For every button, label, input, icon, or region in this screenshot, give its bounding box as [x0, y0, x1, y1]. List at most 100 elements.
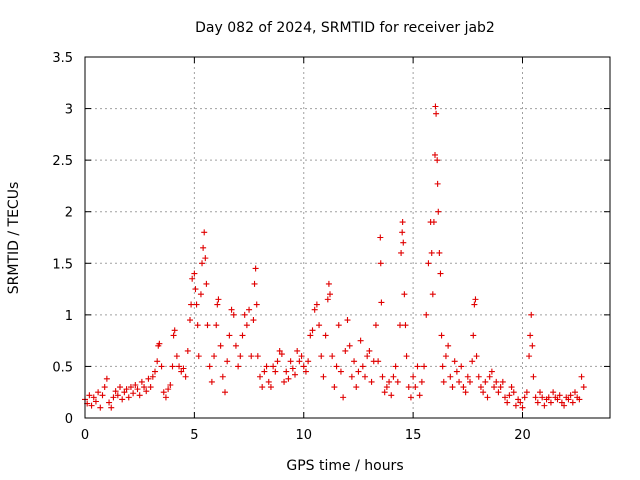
- data-point: [114, 392, 121, 399]
- data-point: [154, 358, 161, 365]
- data-point: [270, 363, 277, 370]
- data-point: [445, 342, 452, 349]
- tick-labels: 0 5 10 15 20 0 0.5 1 1.5 2 2.5 3 3.5: [52, 51, 530, 443]
- data-point: [335, 322, 342, 329]
- data-point: [287, 358, 294, 365]
- data-point: [401, 291, 408, 298]
- data-point: [313, 301, 320, 308]
- data-point: [112, 388, 119, 395]
- data-point: [193, 301, 200, 308]
- data-point: [108, 404, 115, 411]
- data-point: [436, 249, 443, 256]
- data-point: [300, 363, 307, 370]
- data-point: [119, 396, 126, 403]
- data-point: [182, 373, 189, 380]
- plot-frame: [84, 56, 611, 419]
- x-tick-label: 0: [81, 428, 89, 443]
- data-point: [145, 375, 152, 382]
- data-point: [305, 358, 312, 365]
- data-point: [224, 358, 231, 365]
- y-tick-label: 3: [65, 103, 73, 118]
- data-point: [267, 384, 274, 391]
- data-point: [440, 378, 447, 385]
- data-point: [355, 368, 362, 375]
- data-point: [512, 402, 519, 409]
- data-point: [202, 255, 209, 262]
- data-point: [219, 373, 226, 380]
- data-point: [390, 373, 397, 380]
- data-point: [136, 392, 143, 399]
- data-point: [311, 306, 318, 313]
- data-point: [276, 347, 283, 354]
- data-point: [493, 378, 500, 385]
- data-point: [449, 384, 456, 391]
- data-point: [329, 353, 336, 360]
- data-point: [204, 322, 211, 329]
- data-point: [241, 311, 248, 318]
- data-point: [156, 340, 163, 347]
- data-point: [397, 322, 403, 329]
- data-point: [399, 219, 406, 226]
- y-axis-title: SRMTID / TECUs: [6, 182, 22, 295]
- data-point: [442, 353, 449, 360]
- data-point: [464, 373, 471, 380]
- data-point: [572, 389, 578, 396]
- data-point: [491, 384, 498, 391]
- data-point: [309, 327, 316, 334]
- data-point: [432, 103, 439, 110]
- data-point: [134, 386, 141, 393]
- data-point: [173, 353, 180, 360]
- data-point: [372, 322, 379, 329]
- data-point: [421, 363, 428, 370]
- data-points: [82, 103, 587, 411]
- data-point: [180, 365, 187, 372]
- data-point: [158, 363, 165, 370]
- data-point: [368, 378, 375, 385]
- data-point: [117, 384, 123, 391]
- data-point: [539, 394, 546, 401]
- y-tick-label: 2: [65, 206, 73, 221]
- data-point: [486, 373, 493, 380]
- data-point: [472, 296, 479, 303]
- data-point: [517, 399, 524, 406]
- data-point: [214, 301, 221, 308]
- data-point: [499, 378, 506, 385]
- data-point: [580, 384, 587, 391]
- data-point: [184, 347, 191, 354]
- data-point: [467, 378, 473, 385]
- data-point: [362, 373, 368, 380]
- data-point: [392, 363, 399, 370]
- data-point: [239, 332, 246, 339]
- data-point: [460, 384, 467, 391]
- data-point: [378, 299, 385, 306]
- y-tick-label: 0: [65, 412, 73, 427]
- x-tick-label: 10: [295, 428, 312, 443]
- data-point: [152, 368, 158, 375]
- data-point: [386, 378, 393, 385]
- data-point: [381, 389, 388, 396]
- data-point: [550, 389, 557, 396]
- data-point: [125, 394, 132, 401]
- data-point: [143, 388, 150, 395]
- data-point: [141, 384, 148, 391]
- data-point: [439, 363, 446, 370]
- data-point: [388, 392, 395, 399]
- data-point: [252, 265, 259, 272]
- data-point: [477, 384, 484, 391]
- data-point: [510, 389, 517, 396]
- data-point: [265, 378, 272, 385]
- data-point: [123, 386, 130, 393]
- data-point: [434, 157, 441, 164]
- data-point: [206, 363, 213, 370]
- grid-lines: [85, 57, 610, 418]
- data-point: [473, 353, 480, 360]
- data-point: [567, 392, 574, 399]
- data-point: [402, 322, 409, 329]
- data-point: [149, 373, 156, 380]
- data-point: [251, 280, 258, 287]
- data-point: [351, 358, 358, 365]
- data-point: [189, 275, 196, 282]
- data-point: [232, 342, 239, 349]
- data-point: [471, 301, 478, 308]
- data-point: [199, 260, 206, 267]
